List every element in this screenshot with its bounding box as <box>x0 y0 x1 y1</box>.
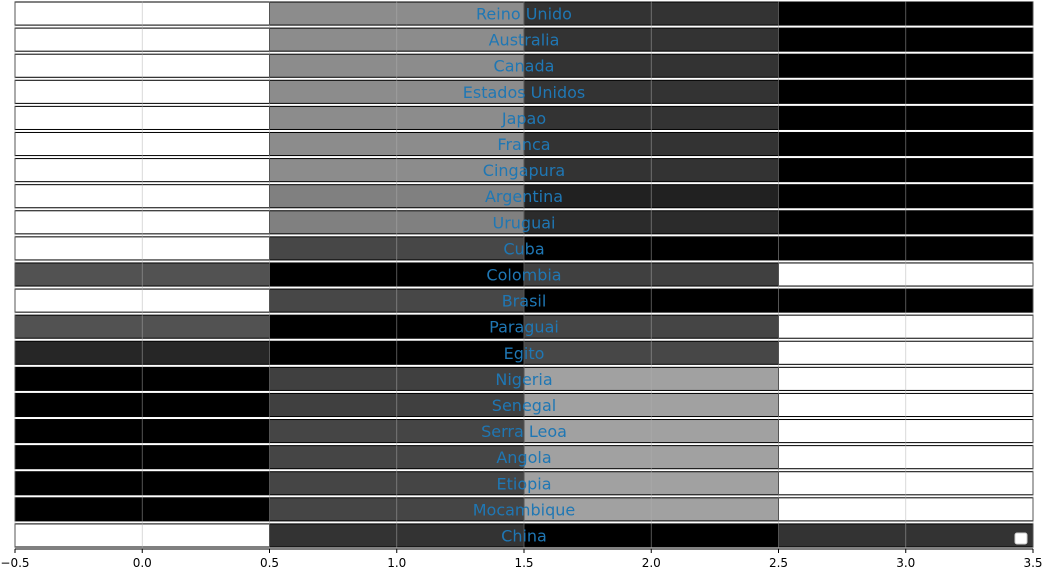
row-label: Cuba <box>503 239 544 258</box>
row-label: Australia <box>489 31 560 50</box>
x-tick-label: 0.0 <box>133 556 152 569</box>
row-label: Mocambique <box>473 500 576 519</box>
row-labels: Reino Unido Australia Canada Estados Unidos… <box>463 5 585 546</box>
x-tick-label: 3.0 <box>896 556 915 569</box>
row-label: Argentina <box>485 187 563 206</box>
row-label: Etiopia <box>496 474 551 493</box>
row-label: Brasil <box>502 292 547 311</box>
x-tick-label: 0.5 <box>260 556 279 569</box>
row-label: Egito <box>504 344 545 363</box>
row-label: Franca <box>497 135 550 154</box>
row-label: Uruguai <box>493 213 556 232</box>
legend <box>1014 532 1028 545</box>
legend-box <box>1014 532 1028 545</box>
row-label: Angola <box>496 448 551 467</box>
row-label: Nigeria <box>495 370 552 389</box>
row-label: Senegal <box>492 396 556 415</box>
row-label: Cingapura <box>483 161 565 180</box>
row-label: Canada <box>494 57 555 76</box>
row-label: Reino Unido <box>476 5 572 24</box>
x-tick-label: 3.5 <box>1023 556 1042 569</box>
x-tick-label: −0.5 <box>0 556 29 569</box>
x-tick-label: 1.5 <box>514 556 533 569</box>
row-label: Paraguai <box>489 318 559 337</box>
row-label: Estados Unidos <box>463 83 585 102</box>
x-tick-label: 2.5 <box>769 556 788 569</box>
row-label: Colombia <box>486 266 561 285</box>
x-axis: −0.5 0.0 0.5 1.0 1.5 2.0 2.5 3.0 3.5 <box>0 548 1042 569</box>
row-label: Serra Leoa <box>481 422 567 441</box>
x-tick-label: 2.0 <box>642 556 661 569</box>
x-tick-label: 1.0 <box>387 556 406 569</box>
row-label: China <box>501 526 547 545</box>
row-label: Japao <box>501 109 546 128</box>
grid-lines <box>14 1 1034 549</box>
